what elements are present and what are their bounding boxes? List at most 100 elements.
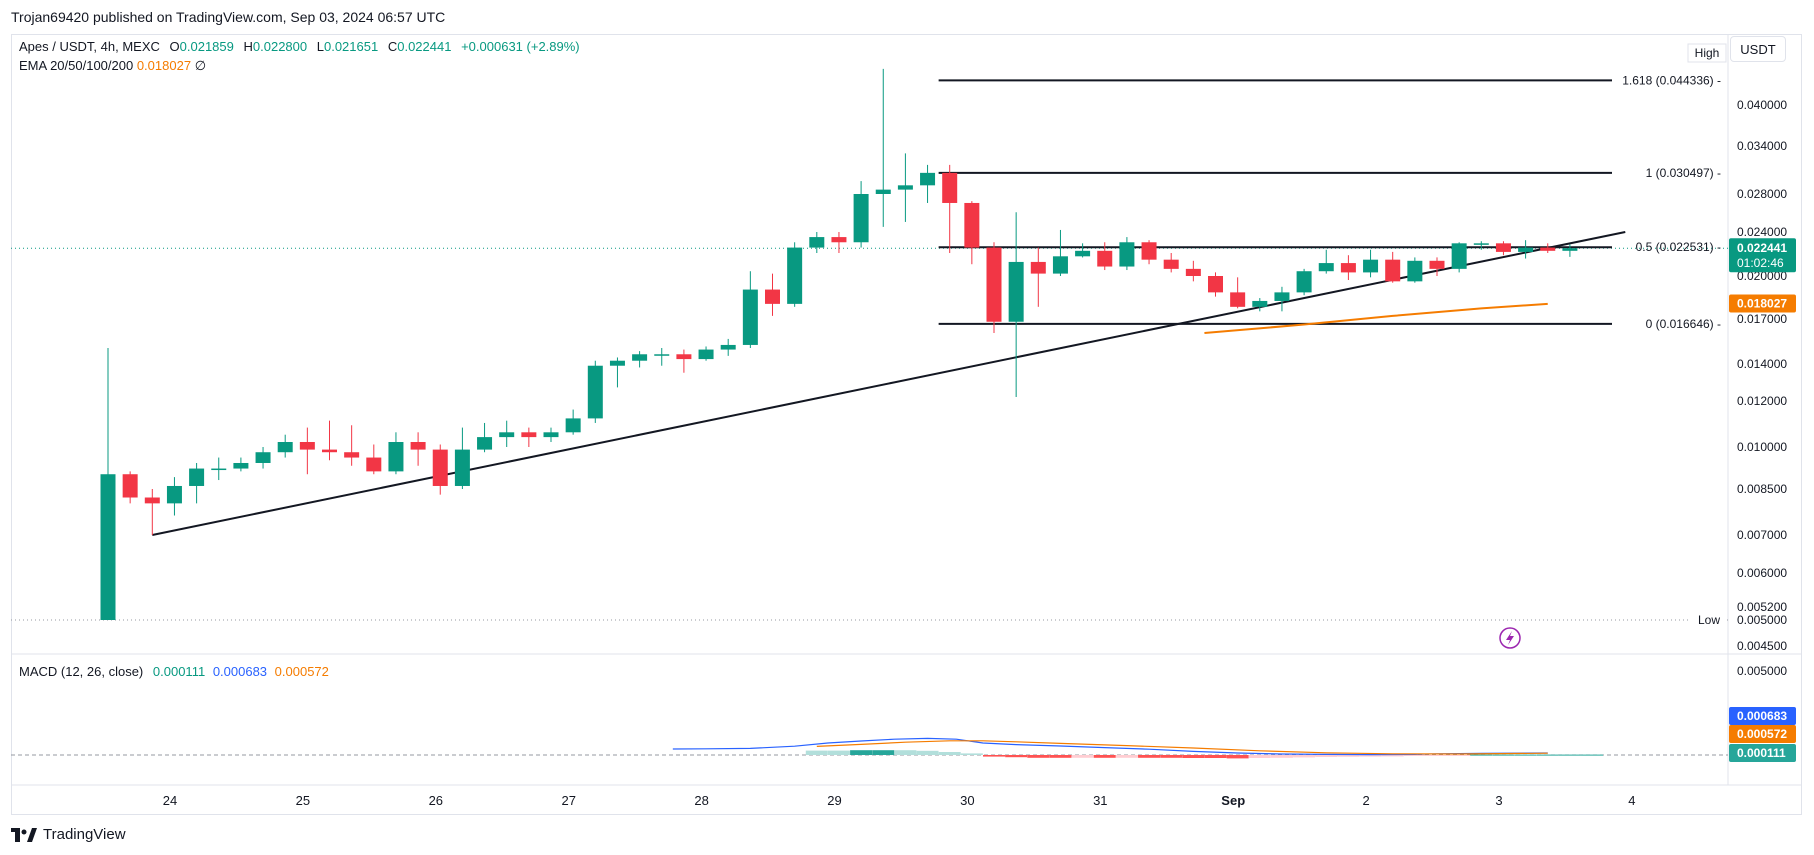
trendline [152, 231, 1626, 536]
candle-down [344, 452, 360, 458]
macd-histogram-bar [1005, 755, 1028, 758]
brand: TradingView [11, 826, 126, 843]
tradingview-logo-icon [11, 827, 37, 842]
candle-up [609, 360, 625, 366]
candle-down [1340, 263, 1356, 273]
macd-histogram-bar [1248, 755, 1271, 758]
ema-legend[interactable]: EMA 20/50/100/200 0.018027 ∅ [19, 58, 206, 74]
candle-down [410, 442, 426, 450]
candle-up [587, 365, 603, 419]
high-label: H [243, 39, 253, 54]
open-label: O [169, 39, 180, 54]
candle-up [1473, 243, 1489, 245]
macd-legend[interactable]: MACD (12, 26, close) 0.000111 0.000683 0… [19, 664, 329, 679]
candle-up [698, 349, 714, 360]
macd-histogram-bar [1293, 755, 1316, 758]
candle-up [809, 237, 825, 248]
symbol-name: Apes / USDT, 4h, MEXC [19, 39, 160, 54]
candle-down [1185, 268, 1201, 276]
macd-histogram-bar [1381, 755, 1404, 757]
macd-line-value: 0.000683 [212, 664, 268, 679]
candle-down [1429, 260, 1445, 269]
time-tick-label: 25 [296, 793, 310, 808]
candle-up [100, 474, 116, 620]
macd-histogram-bar [1071, 755, 1094, 758]
ema-price-tag [1729, 294, 1796, 313]
candle-down [366, 457, 382, 472]
macd-label: MACD (12, 26, close) [19, 664, 144, 679]
candle-up [654, 354, 670, 356]
macd-histogram-bar [827, 750, 850, 755]
candle-up [1296, 271, 1312, 293]
time-tick-label: 28 [694, 793, 708, 808]
candle-down [521, 432, 537, 438]
candle-down [1230, 292, 1246, 307]
close-value: 0.022441 [397, 39, 452, 54]
candle-up [565, 418, 581, 433]
candle-down [831, 237, 847, 243]
macd-line [672, 737, 1548, 756]
macd-histogram-bar [872, 750, 895, 755]
price-tick-label: 0.020000 [1737, 269, 1787, 283]
candle-down [986, 247, 1002, 322]
high-label-group: High [1687, 43, 1727, 63]
ema-price-text: 0.018027 [1737, 296, 1787, 310]
candle-up [1274, 292, 1290, 301]
macd-histogram-bar [894, 750, 917, 755]
macd-histogram-bar [850, 750, 873, 755]
low-value-box [1729, 611, 1799, 629]
currency-button[interactable]: USDT [1730, 36, 1786, 62]
candle-up [897, 185, 913, 190]
candle-up [720, 344, 736, 350]
high-label-text: High [1695, 46, 1720, 60]
macd-histogram-bar [1558, 754, 1581, 756]
time-tick-label: 4 [1628, 793, 1635, 808]
fib-level-label: 0.5 (0.022531) - [1636, 240, 1721, 254]
candle-up [632, 354, 648, 361]
candle-up [1119, 242, 1135, 267]
macd-value-tag-text: 0.000683 [1737, 709, 1787, 723]
candle-down [676, 354, 692, 360]
candle-down [322, 449, 337, 453]
macd-axis-tick: 0.005000 [1737, 664, 1787, 678]
candle-up [1407, 260, 1423, 282]
price-tick-label: 0.028000 [1737, 187, 1787, 201]
candle-up [1518, 247, 1534, 252]
time-tick-label: 31 [1093, 793, 1107, 808]
fib-level-label: 1.618 (0.044336) - [1622, 73, 1721, 87]
candle-down [299, 442, 315, 450]
candle-up [1075, 250, 1091, 257]
candle-up [1252, 300, 1268, 307]
macd-histogram-bar [805, 750, 828, 755]
candle-down [1030, 261, 1046, 274]
price-tick-label: 0.008500 [1737, 482, 1787, 496]
time-tick-label: 30 [960, 793, 974, 808]
macd-hist-tag [1729, 744, 1796, 762]
candle-down [1163, 259, 1179, 269]
chart-frame[interactable] [11, 34, 1802, 815]
price-tick-label: 0.004500 [1737, 639, 1787, 653]
candle-up [233, 462, 249, 469]
fib-level-label: 1 (0.030497) - [1646, 166, 1721, 180]
candle-down [144, 497, 160, 504]
macd-histogram-bar [960, 753, 983, 755]
countdown-text: 01:02:46 [1737, 256, 1784, 270]
candle-up [477, 437, 493, 450]
macd-histogram-bar [1536, 754, 1559, 756]
candle-up [1363, 259, 1379, 273]
candle-up [920, 172, 936, 186]
macd-histogram-bar [1337, 755, 1360, 757]
macd-histogram-bar [1049, 755, 1072, 758]
macd-histogram-bar [1138, 755, 1161, 758]
open-value: 0.021859 [179, 39, 234, 54]
macd-histogram-bar [1448, 755, 1471, 756]
candle-up [787, 247, 803, 304]
symbol-legend[interactable]: Apes / USDT, 4h, MEXC O0.021859 H0.02280… [19, 39, 580, 54]
candle-down [964, 202, 980, 248]
price-tick-label: 0.040000 [1737, 98, 1787, 112]
macd-histogram-bar [983, 755, 1005, 757]
low-label-box [1691, 611, 1727, 629]
time-tick-label: 3 [1495, 793, 1502, 808]
macd-signal-tag-text: 0.000572 [1737, 727, 1787, 741]
